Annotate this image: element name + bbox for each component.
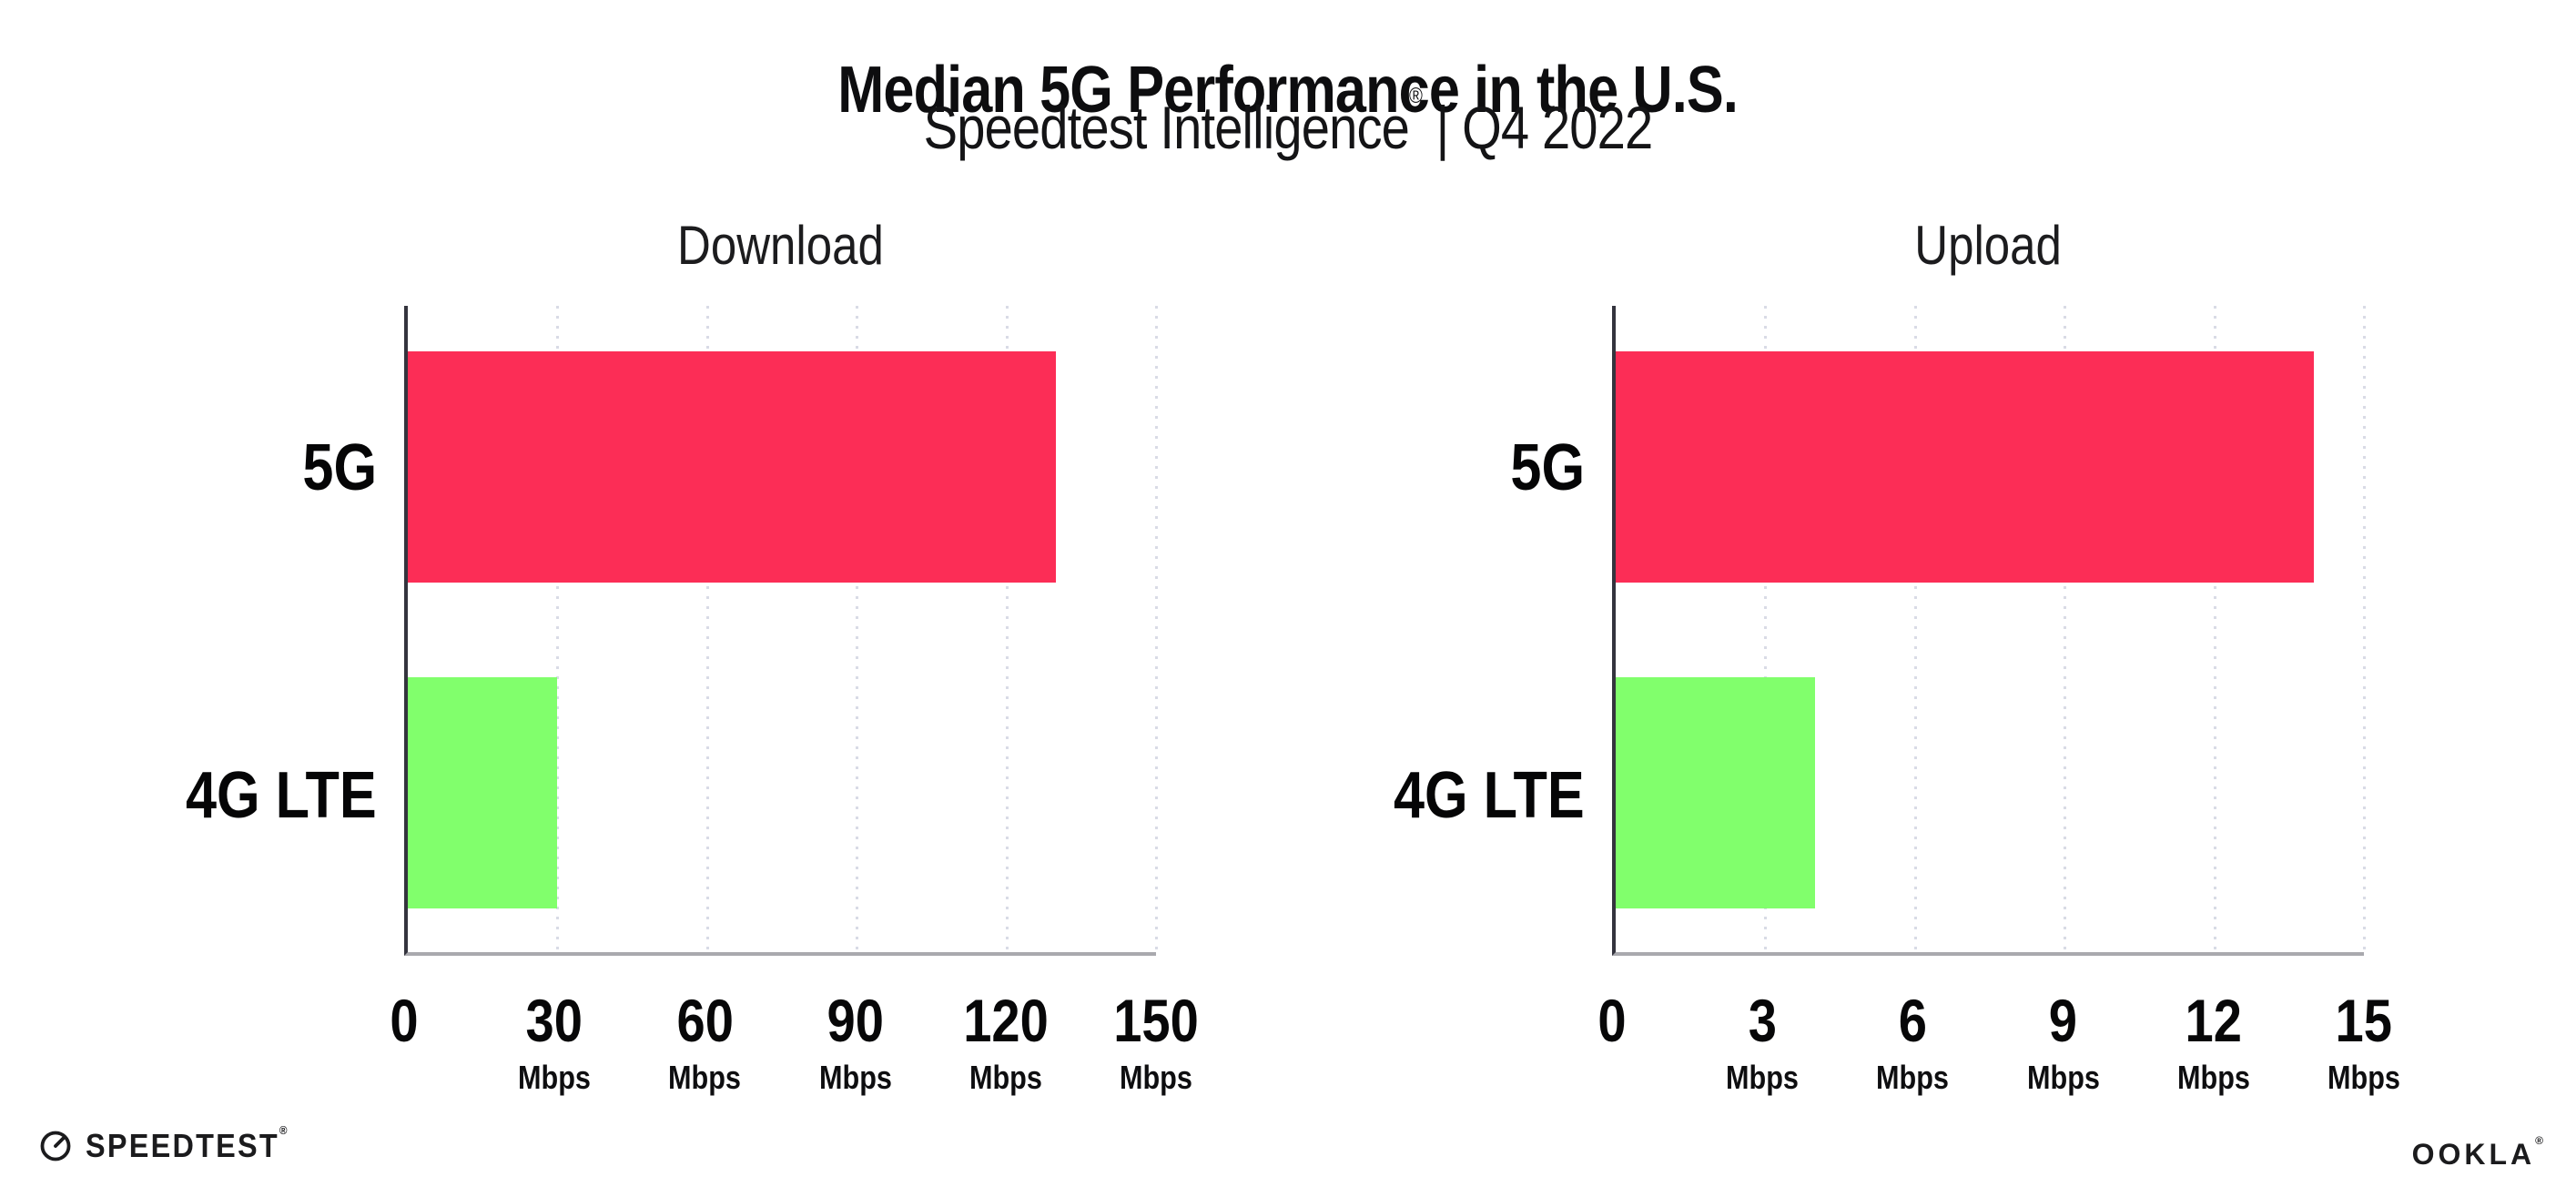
figure-subtitle-text: Speedtest Intelligence® | Q4 2022: [923, 83, 1654, 161]
x-tick-upload-9: 9 Mbps: [2021, 990, 2106, 1094]
gridline-upload-12: [2213, 306, 2216, 952]
gridline-download-90: [856, 306, 859, 952]
x-tick-label-download-120: 120: [962, 987, 1049, 1054]
ookla-trademark: ®: [2535, 1134, 2543, 1148]
bar-5g-download: [408, 350, 1057, 583]
download-chart: Download 0 30 Mbps 60 Mbps 90 Mbps 120 Mbps 150 Mb…: [186, 218, 1199, 1094]
upload-chart: Upload 0 3 Mbps 6 Mbps 9 Mbps 12 Mbps 15 Mbps 5G 4G …: [1394, 218, 2400, 1094]
registered-mark: ®: [1408, 83, 1423, 108]
gridline-download-30: [556, 306, 560, 952]
speedtest-wordmark: SPEEDTEST®: [86, 1123, 288, 1164]
gridline-upload-6: [1913, 306, 1917, 952]
x-tick-download-0: 0: [388, 990, 421, 1050]
gridline-download-150: [1155, 306, 1158, 952]
y-label-4g-lte-download: 4G LTE: [186, 758, 377, 832]
x-tick-download-60: 60 Mbps: [662, 990, 747, 1094]
figure-title: Median 5G Performance in the U.S.: [0, 56, 2576, 126]
y-label-4g-lte-upload: 4G LTE: [1394, 758, 1585, 832]
x-tick-label-upload-15: 15: [2335, 987, 2393, 1054]
x-tick-unit-upload-6: Mbps: [1876, 1059, 1950, 1096]
download-chart-title: Download: [404, 218, 1156, 273]
x-tick-label-download-0: 0: [390, 987, 419, 1054]
x-tick-unit-upload-9: Mbps: [2026, 1059, 2100, 1096]
gridline-upload-3: [1764, 306, 1768, 952]
x-tick-unit-download-90: Mbps: [818, 1059, 892, 1096]
x-tick-label-upload-6: 6: [1898, 987, 1927, 1054]
x-tick-label-upload-3: 3: [1748, 987, 1777, 1054]
x-tick-download-30: 30 Mbps: [512, 990, 597, 1094]
bar-4g-lte-upload: [1616, 676, 1816, 908]
speedtest-trademark: ®: [279, 1123, 288, 1137]
upload-chart-title-text: Upload: [1914, 215, 2062, 276]
speedtest-gauge-icon: [40, 1131, 71, 1161]
x-tick-unit-upload-12: Mbps: [2176, 1059, 2250, 1096]
gridline-download-60: [705, 306, 709, 952]
x-tick-unit-download-30: Mbps: [518, 1059, 592, 1096]
x-tick-label-download-30: 30: [525, 987, 583, 1054]
figure-title-text: Median 5G Performance in the U.S.: [837, 54, 1739, 127]
x-tick-label-upload-0: 0: [1597, 987, 1627, 1054]
x-tick-upload-6: 6 Mbps: [1870, 990, 1955, 1094]
bar-4g-lte-download: [408, 676, 558, 908]
x-tick-label-upload-12: 12: [2185, 987, 2242, 1054]
upload-plot-area: [1612, 306, 2366, 956]
y-label-5g-download: 5G: [302, 431, 377, 504]
download-plot-area: [404, 306, 1158, 956]
bar-5g-upload: [1616, 350, 2315, 583]
gridline-download-120: [1005, 306, 1009, 952]
upload-chart-title: Upload: [1612, 218, 2364, 273]
x-tick-download-120: 120 Mbps: [956, 990, 1056, 1094]
y-label-5g-upload: 5G: [1510, 431, 1585, 504]
speedtest-logo: SPEEDTEST®: [38, 1123, 309, 1164]
x-tick-unit-download-60: Mbps: [668, 1059, 742, 1096]
x-tick-upload-12: 12 Mbps: [2171, 990, 2257, 1094]
x-tick-download-90: 90 Mbps: [813, 990, 898, 1094]
x-tick-unit-upload-15: Mbps: [2328, 1059, 2400, 1096]
x-tick-upload-3: 3 Mbps: [1719, 990, 1805, 1094]
figure-subtitle: Speedtest Intelligence® | Q4 2022: [0, 83, 2576, 161]
ookla-logo: OOKLA®: [2411, 1134, 2543, 1171]
x-tick-label-download-90: 90: [827, 987, 884, 1054]
x-tick-label-upload-9: 9: [2048, 987, 2078, 1054]
x-tick-unit-upload-3: Mbps: [1726, 1059, 1800, 1096]
x-tick-unit-download-120: Mbps: [969, 1059, 1042, 1096]
gridline-upload-15: [2363, 306, 2366, 952]
x-tick-upload-0: 0: [1596, 990, 1629, 1050]
x-tick-upload-15: 15 Mbps: [2321, 990, 2407, 1094]
gridline-upload-9: [2064, 306, 2067, 952]
download-chart-title-text: Download: [676, 215, 884, 276]
x-tick-download-150: 150 Mbps: [1106, 990, 1206, 1094]
x-tick-unit-download-150: Mbps: [1120, 1059, 1192, 1096]
x-tick-label-download-60: 60: [676, 987, 734, 1054]
x-tick-label-download-150: 150: [1113, 987, 1199, 1054]
